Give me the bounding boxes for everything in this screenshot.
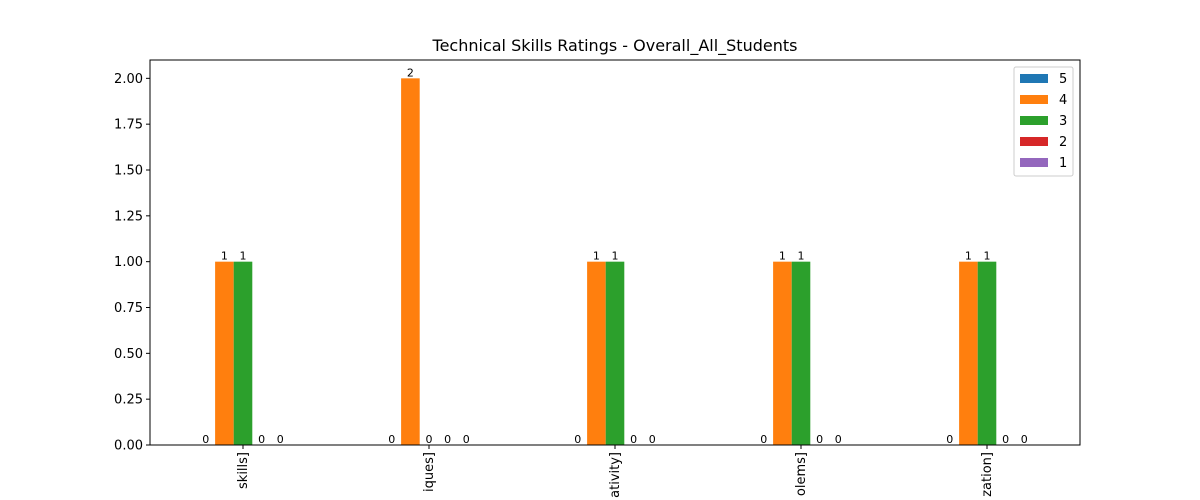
legend-label: 3 — [1059, 114, 1067, 129]
bar-series-4 — [215, 261, 234, 445]
bar-series-3 — [605, 261, 625, 445]
bar-value-label: 1 — [221, 250, 228, 263]
bar-value-label: 0 — [630, 433, 637, 446]
bar-value-label: 0 — [388, 433, 395, 446]
bar-value-label: 0 — [835, 433, 842, 446]
chart-title: Technical Skills Ratings - Overall_All_S… — [432, 36, 798, 56]
legend-swatch — [1020, 95, 1048, 104]
bar-value-label: 1 — [984, 250, 991, 263]
y-tick-label: 0.25 — [114, 393, 143, 408]
plot-area: 0.00 0.25 0.50 0.75 1.00 1.25 1.50 1.75 2.00 skil… — [114, 66, 1028, 498]
x-tick-label: iques] — [422, 452, 437, 492]
legend-swatch — [1020, 137, 1048, 146]
bar-value-label: 0 — [1002, 433, 1009, 446]
bar-value-label: 0 — [202, 433, 209, 446]
y-tick-label: 1.75 — [114, 118, 143, 133]
bar-series-3 — [791, 261, 811, 445]
bar-value-label: 0 — [649, 433, 656, 446]
bar-series-4 — [773, 261, 792, 445]
legend-swatch — [1020, 74, 1048, 83]
y-tick-label: 0.50 — [114, 347, 143, 362]
legend: 5 4 3 2 1 — [1013, 66, 1074, 177]
bar-value-label: 0 — [258, 433, 265, 446]
bar-series-4 — [587, 261, 606, 445]
x-tick-label: skills] — [236, 452, 251, 489]
bar-value-label: 0 — [946, 433, 953, 446]
bar-value-label: 0 — [277, 433, 284, 446]
legend-label: 5 — [1059, 72, 1067, 87]
x-tick-label: olems] — [794, 452, 809, 496]
bar-value-label: 0 — [463, 433, 470, 446]
y-tick-label: 0.00 — [114, 439, 143, 454]
bar-series-4 — [959, 261, 978, 445]
bar-value-label: 0 — [426, 433, 433, 446]
bar-value-label: 1 — [779, 250, 786, 263]
bar-value-label: 1 — [612, 250, 619, 263]
bar-value-label: 1 — [798, 250, 805, 263]
bar-value-label: 0 — [574, 433, 581, 446]
bar-value-label: 2 — [407, 66, 414, 79]
y-tick-label: 2.00 — [114, 72, 143, 87]
legend-label: 2 — [1059, 135, 1067, 150]
bar-series-3 — [977, 261, 997, 445]
y-tick-label: 1.50 — [114, 164, 143, 179]
bar-value-label: 1 — [240, 250, 247, 263]
bar-series-4 — [401, 78, 420, 445]
bar-value-label: 1 — [965, 250, 972, 263]
bar-value-label: 0 — [1021, 433, 1028, 446]
legend-swatch — [1020, 158, 1048, 167]
legend-label: 1 — [1059, 156, 1067, 171]
plot-frame — [149, 59, 1081, 446]
bar-value-label: 1 — [593, 250, 600, 263]
bar-value-label: 0 — [760, 433, 767, 446]
legend-label: 4 — [1059, 93, 1067, 108]
y-tick-label: 0.75 — [114, 301, 143, 316]
y-tick-label: 1.25 — [114, 209, 143, 224]
bar-series-3 — [233, 261, 253, 445]
bar-value-label: 0 — [444, 433, 451, 446]
x-tick-label: zation] — [980, 452, 995, 497]
legend-swatch — [1020, 116, 1048, 125]
x-tick-label: ativity] — [608, 452, 623, 498]
y-tick-label: 1.00 — [114, 255, 143, 270]
bar-value-label: 0 — [816, 433, 823, 446]
